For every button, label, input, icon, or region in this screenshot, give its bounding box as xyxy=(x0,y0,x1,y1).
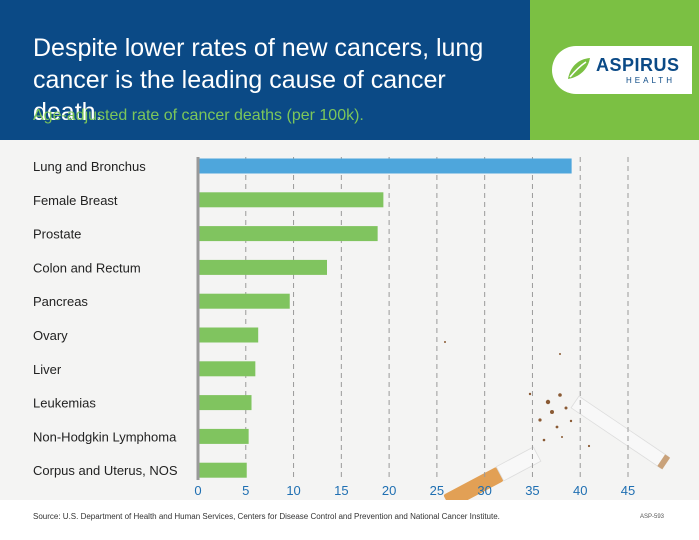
x-tick-label: 30 xyxy=(477,483,491,498)
cigarette-illustration xyxy=(443,341,671,500)
logo-name: ASPIRUS xyxy=(596,55,680,75)
bar-chart: Lung and Bronchus Female Breast Prostate Co… xyxy=(33,157,671,500)
category-label: Liver xyxy=(33,362,62,377)
bar xyxy=(198,192,384,208)
tobacco-flakes xyxy=(444,341,591,448)
x-tick-label: 10 xyxy=(286,483,300,498)
x-tick-label: 40 xyxy=(573,483,587,498)
document-code: ASP-593 xyxy=(640,514,665,520)
category-label: Non-Hodgkin Lymphoma xyxy=(33,429,177,444)
x-tick-label: 45 xyxy=(621,483,635,498)
logo-tagline: HEALTH xyxy=(626,76,675,85)
bar xyxy=(198,395,252,411)
bar xyxy=(198,361,256,377)
x-axis-ticks: 0 5 10 15 20 25 30 35 40 45 xyxy=(194,483,635,498)
x-tick-label: 35 xyxy=(525,483,539,498)
bar xyxy=(198,226,378,242)
source-note: Source: U.S. Department of Health and Hu… xyxy=(33,512,500,521)
bars xyxy=(198,158,572,478)
x-tick-label: 15 xyxy=(334,483,348,498)
header-banner: Despite lower rates of new cancers, lung… xyxy=(0,0,530,140)
chart-subtitle: Age-adjusted rate of cancer deaths (per … xyxy=(33,107,364,124)
cigarette-broken-end xyxy=(570,395,671,470)
leaf-icon xyxy=(568,58,590,79)
bar xyxy=(198,327,259,343)
category-label: Prostate xyxy=(33,227,81,242)
x-tick-label: 0 xyxy=(194,483,201,498)
category-label: Pancreas xyxy=(33,294,88,309)
bar xyxy=(198,428,249,444)
x-tick-label: 25 xyxy=(430,483,444,498)
bar xyxy=(198,293,290,309)
chart-title: Despite lower rates of new cancers, lung… xyxy=(33,34,484,126)
category-label: Leukemias xyxy=(33,396,96,411)
category-label: Female Breast xyxy=(33,193,118,208)
cigarette-butt xyxy=(443,446,542,500)
x-tick-label: 20 xyxy=(382,483,396,498)
category-label: Corpus and Uterus, NOS xyxy=(33,463,178,478)
bar xyxy=(198,158,572,174)
x-tick-label: 5 xyxy=(242,483,249,498)
bar xyxy=(198,462,247,478)
category-label: Ovary xyxy=(33,328,68,343)
bar xyxy=(198,259,327,275)
category-label: Lung and Bronchus xyxy=(33,159,146,174)
category-label: Colon and Rectum xyxy=(33,260,141,275)
category-labels: Lung and Bronchus Female Breast Prostate Co… xyxy=(33,159,178,478)
